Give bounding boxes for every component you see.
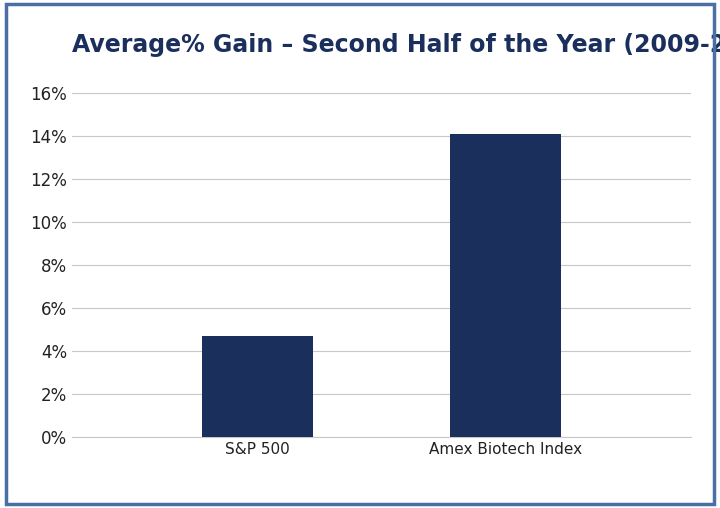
- Bar: [450, 134, 561, 437]
- Text: Average% Gain – Second Half of the Year (2009-2014): Average% Gain – Second Half of the Year …: [72, 33, 720, 57]
- Bar: [202, 336, 313, 437]
